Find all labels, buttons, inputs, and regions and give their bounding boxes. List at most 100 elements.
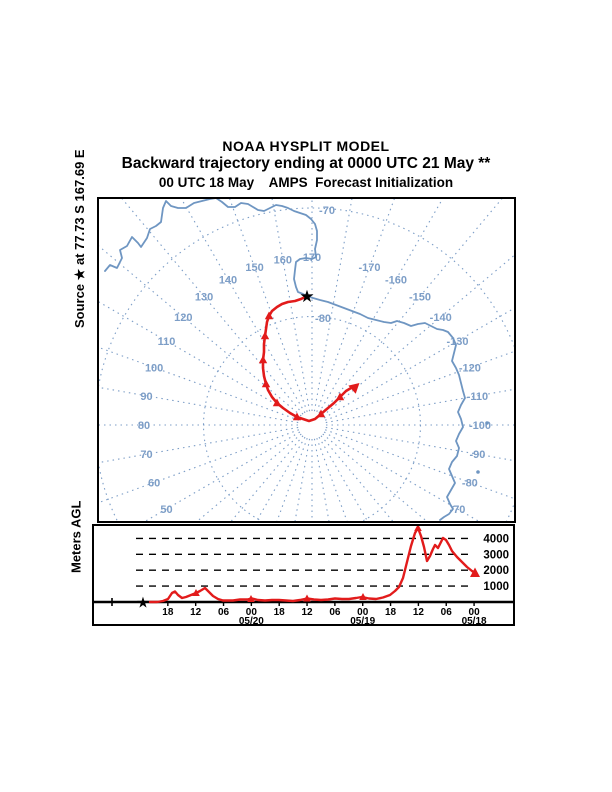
height-gridline-label: 1000	[483, 581, 509, 593]
time-tick-label: 18	[274, 607, 286, 618]
grid-meridian-line	[294, 438, 311, 523]
grid-meridian-line	[254, 436, 306, 523]
trajectory-interval-marker	[261, 379, 271, 388]
trajectory-interval-marker	[316, 409, 326, 418]
meridian-label: 120	[174, 312, 192, 324]
height-panel-border	[92, 524, 515, 626]
date-label: 05/19	[350, 616, 375, 627]
grid-meridian-line	[325, 426, 516, 462]
grid-meridian-line	[229, 435, 304, 523]
meridian-label: -150	[409, 291, 431, 303]
meridian-label: 100	[145, 363, 163, 375]
height-curve-marker	[192, 589, 200, 596]
grid-meridian-line	[323, 431, 483, 523]
forecast-initialization-subtitle: 00 UTC 18 May AMPS Forecast Initializati…	[158, 175, 454, 190]
meridian-label: 110	[158, 336, 176, 348]
height-profile-chart: 1000 2000 3000 4000 18 12 06 00 18 12 06 00 18 12 06 00…	[92, 524, 515, 627]
trajectory-interval-marker	[264, 311, 274, 320]
grid-meridian-line	[313, 197, 353, 412]
trajectory-interval-marker	[272, 398, 282, 407]
height-gridline-label: 4000	[483, 533, 509, 545]
meridian-label: -110	[467, 391, 488, 403]
trajectory-interval-marker	[292, 412, 302, 421]
time-tick-label: 18	[162, 607, 174, 618]
grid-meridian-line	[119, 197, 304, 415]
time-tick-label: 00	[357, 607, 369, 618]
grid-latitude-circle	[202, 315, 422, 523]
meridian-label: -80	[462, 477, 478, 489]
meridian-label: 140	[219, 275, 237, 287]
model-name-title: NOAA HYSPLIT MODEL	[222, 138, 390, 154]
grid-meridian-line	[316, 197, 396, 413]
grid-meridian-line	[318, 197, 445, 414]
trajectory-interval-marker	[260, 331, 270, 340]
source-star-icon: ★	[299, 287, 314, 307]
date-label: 05/20	[239, 616, 264, 627]
antarctica-coastline	[104, 197, 466, 521]
grid-meridian-line	[324, 429, 516, 500]
grid-meridian-line	[228, 197, 308, 413]
trajectory-interval-marker	[335, 392, 345, 401]
time-tick-label: 00	[246, 607, 258, 618]
grid-meridian-line	[97, 429, 300, 504]
grid-meridian-line	[320, 435, 395, 523]
time-tick-label: 12	[413, 607, 425, 618]
meridian-label: -120	[459, 363, 481, 375]
meridian-label: 60	[148, 477, 160, 489]
baseline-source-star-icon: ★	[136, 594, 149, 612]
grid-meridian-line	[141, 431, 301, 523]
height-curve-marker	[414, 524, 422, 531]
height-curve-marker	[303, 594, 311, 602]
latitude-label: -80	[315, 313, 331, 325]
island-dot	[476, 470, 480, 474]
time-tick-label: 06	[218, 607, 230, 618]
meridian-label: 150	[245, 262, 263, 274]
grid-meridian-line	[322, 253, 516, 417]
height-gridline-label: 2000	[483, 565, 509, 577]
time-tick-label: 00	[469, 607, 481, 618]
meridian-label: 160	[274, 255, 292, 267]
date-label: 05/18	[462, 616, 487, 627]
height-curve-end-marker	[470, 567, 480, 577]
grid-meridian-line	[194, 433, 302, 523]
meridian-label: 50	[160, 504, 172, 516]
map-border	[97, 197, 516, 523]
time-tick-label: 12	[190, 607, 202, 618]
meridian-label: 90	[140, 391, 152, 403]
trajectory-start-marker	[348, 382, 360, 394]
height-gridline-label: 3000	[483, 549, 509, 561]
grid-meridian-line	[316, 437, 349, 523]
height-curve	[148, 526, 477, 604]
meridian-label: -170	[358, 262, 380, 274]
grid-meridian-line	[97, 426, 299, 464]
meridian-label: 70	[140, 449, 152, 461]
latitude-label: -70	[319, 205, 335, 217]
time-tick-label: 06	[441, 607, 453, 618]
grid-meridian-line	[97, 243, 302, 417]
meridian-label: -70	[450, 504, 466, 516]
time-tick-label: 18	[385, 607, 397, 618]
trajectory-interval-marker	[258, 355, 268, 364]
meridian-label: -90	[469, 449, 485, 461]
meridian-label: 80	[138, 420, 150, 432]
meridian-label: -140	[430, 312, 452, 324]
grid-meridian-line	[313, 438, 330, 523]
grid-meridian-line	[322, 433, 430, 523]
height-curve-marker	[247, 595, 255, 602]
meridian-label: -130	[446, 336, 468, 348]
meridian-label: -160	[385, 275, 407, 287]
meridian-label: 130	[195, 291, 213, 303]
grid-meridian-line	[320, 197, 505, 415]
time-tick-label: 12	[301, 607, 313, 618]
title-block: NOAA HYSPLIT MODEL Backward trajectory e…	[0, 138, 612, 190]
island-dot	[485, 421, 489, 425]
grid-meridian-line	[179, 197, 306, 414]
height-curve-marker	[359, 593, 367, 600]
grid-meridian-line	[275, 437, 308, 523]
trajectory-ending-title: Backward trajectory ending at 0000 UTC 2…	[121, 155, 491, 172]
time-tick-label: 06	[329, 607, 341, 618]
grid-meridian-line	[318, 436, 370, 523]
